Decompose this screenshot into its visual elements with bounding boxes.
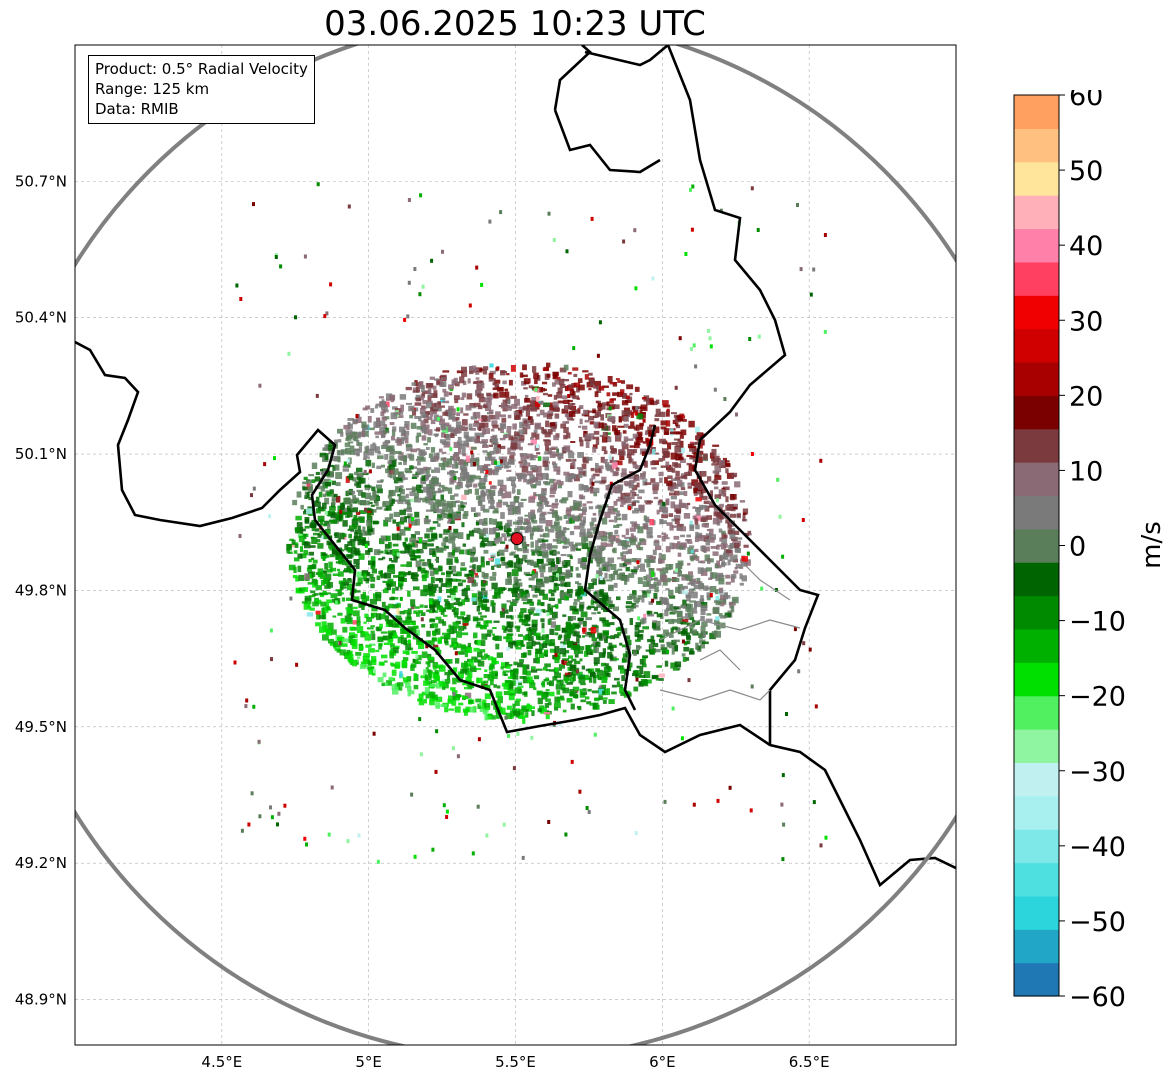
colorbar-segment xyxy=(1014,562,1059,597)
country-borders xyxy=(75,45,956,888)
border-line xyxy=(666,45,820,745)
colorbar-segment xyxy=(1014,161,1059,196)
colorbar-segment xyxy=(1014,228,1059,263)
colorbar-segment xyxy=(1014,762,1059,797)
y-tick-label: 50.4°N xyxy=(15,309,67,327)
colorbar-tick-label: −30 xyxy=(1069,757,1126,788)
y-axis-ticks: 50.7°N 50.4°N 50.1°N 49.8°N 49.5°N 49.2°N 48.9… xyxy=(15,172,67,1008)
colorbar-segment xyxy=(1014,662,1059,697)
border-line xyxy=(583,424,657,711)
colorbar-segment xyxy=(1014,795,1059,830)
colorbar-tick-label: −20 xyxy=(1069,682,1126,713)
border-line xyxy=(553,45,592,111)
colorbar-segment xyxy=(1014,95,1059,129)
admin-border-line xyxy=(659,619,801,641)
colorbar-segment xyxy=(1014,895,1059,930)
colorbar-segment xyxy=(1014,328,1059,363)
colorbar-segment xyxy=(1014,829,1059,864)
x-tick-label: 6°E xyxy=(649,1053,676,1071)
x-axis-ticks: 4.5°E 5°E 5.5°E 6°E 6.5°E xyxy=(201,1053,829,1071)
map-title: 03.06.2025 10:23 UTC xyxy=(324,4,706,44)
colorbar-tick-label: −40 xyxy=(1069,832,1126,863)
admin-border-line xyxy=(739,559,791,601)
y-tick-label: 49.5°N xyxy=(15,718,67,736)
colorbar-segment xyxy=(1014,428,1059,463)
border-line xyxy=(584,45,669,67)
info-box: Product: 0.5° Radial Velocity Range: 125… xyxy=(88,55,315,124)
colorbar-segment xyxy=(1014,962,1059,997)
colorbar-segment xyxy=(1014,395,1059,430)
colorbar-gradient xyxy=(1014,95,1059,997)
colorbar-tick-label: 10 xyxy=(1069,456,1103,487)
y-tick-label: 50.1°N xyxy=(15,445,67,463)
x-tick-label: 5.5°E xyxy=(495,1053,536,1071)
plot-frame xyxy=(74,44,957,1046)
colorbar-tick-label: 40 xyxy=(1069,231,1103,262)
colorbar-segment xyxy=(1014,729,1059,764)
colorbar-tick-label: 0 xyxy=(1069,532,1086,563)
y-tick-label: 49.2°N xyxy=(15,854,67,872)
colorbar-segment xyxy=(1014,695,1059,730)
colorbar-segment xyxy=(1014,361,1059,396)
colorbar-tick-label: 50 xyxy=(1069,156,1103,187)
colorbar-tick-label: 60 xyxy=(1069,90,1103,112)
colorbar-segment xyxy=(1014,862,1059,897)
colorbar-segment xyxy=(1014,128,1059,163)
admin-border-line xyxy=(659,689,771,701)
colorbar-segment xyxy=(1014,195,1059,230)
colorbar-segment xyxy=(1014,628,1059,663)
border-line xyxy=(553,109,661,174)
colorbar-segment xyxy=(1014,462,1059,497)
info-range: Range: 125 km xyxy=(95,80,210,98)
colorbar-tick-label: −60 xyxy=(1069,982,1126,1013)
colorbar-tick-label: −50 xyxy=(1069,907,1126,938)
admin-border-line xyxy=(699,649,741,671)
velocity-echoes xyxy=(233,182,828,864)
info-product: Product: 0.5° Radial Velocity xyxy=(95,60,308,78)
y-tick-label: 48.9°N xyxy=(15,991,67,1009)
colorbar-segment xyxy=(1014,261,1059,296)
y-tick-label: 49.8°N xyxy=(15,581,67,599)
colorbar-segment xyxy=(1014,528,1059,563)
colorbar-tick-label: 30 xyxy=(1069,306,1103,337)
y-tick-label: 50.7°N xyxy=(15,172,67,190)
border-line xyxy=(75,340,956,888)
colorbar-tick-label: 20 xyxy=(1069,381,1103,412)
colorbar-segment xyxy=(1014,595,1059,630)
info-data: Data: RMIB xyxy=(95,100,179,118)
colorbar-tick-label: −10 xyxy=(1069,607,1126,638)
colorbar-segment xyxy=(1014,495,1059,530)
colorbar-ticks: 60 50 40 30 20 10 0 −10 −20 −30 −40 −50 −60 xyxy=(1059,90,1126,1013)
colorbar-segment xyxy=(1014,929,1059,964)
colorbar-label: m/s xyxy=(1137,521,1167,569)
x-tick-label: 5°E xyxy=(355,1053,382,1071)
radar-site-marker xyxy=(510,532,524,546)
colorbar: 60 50 40 30 20 10 0 −10 −20 −30 −40 −50 −60 m/s xyxy=(1013,90,1167,1013)
x-tick-label: 6.5°E xyxy=(789,1053,830,1071)
x-tick-label: 4.5°E xyxy=(201,1053,242,1071)
colorbar-segment xyxy=(1014,295,1059,330)
